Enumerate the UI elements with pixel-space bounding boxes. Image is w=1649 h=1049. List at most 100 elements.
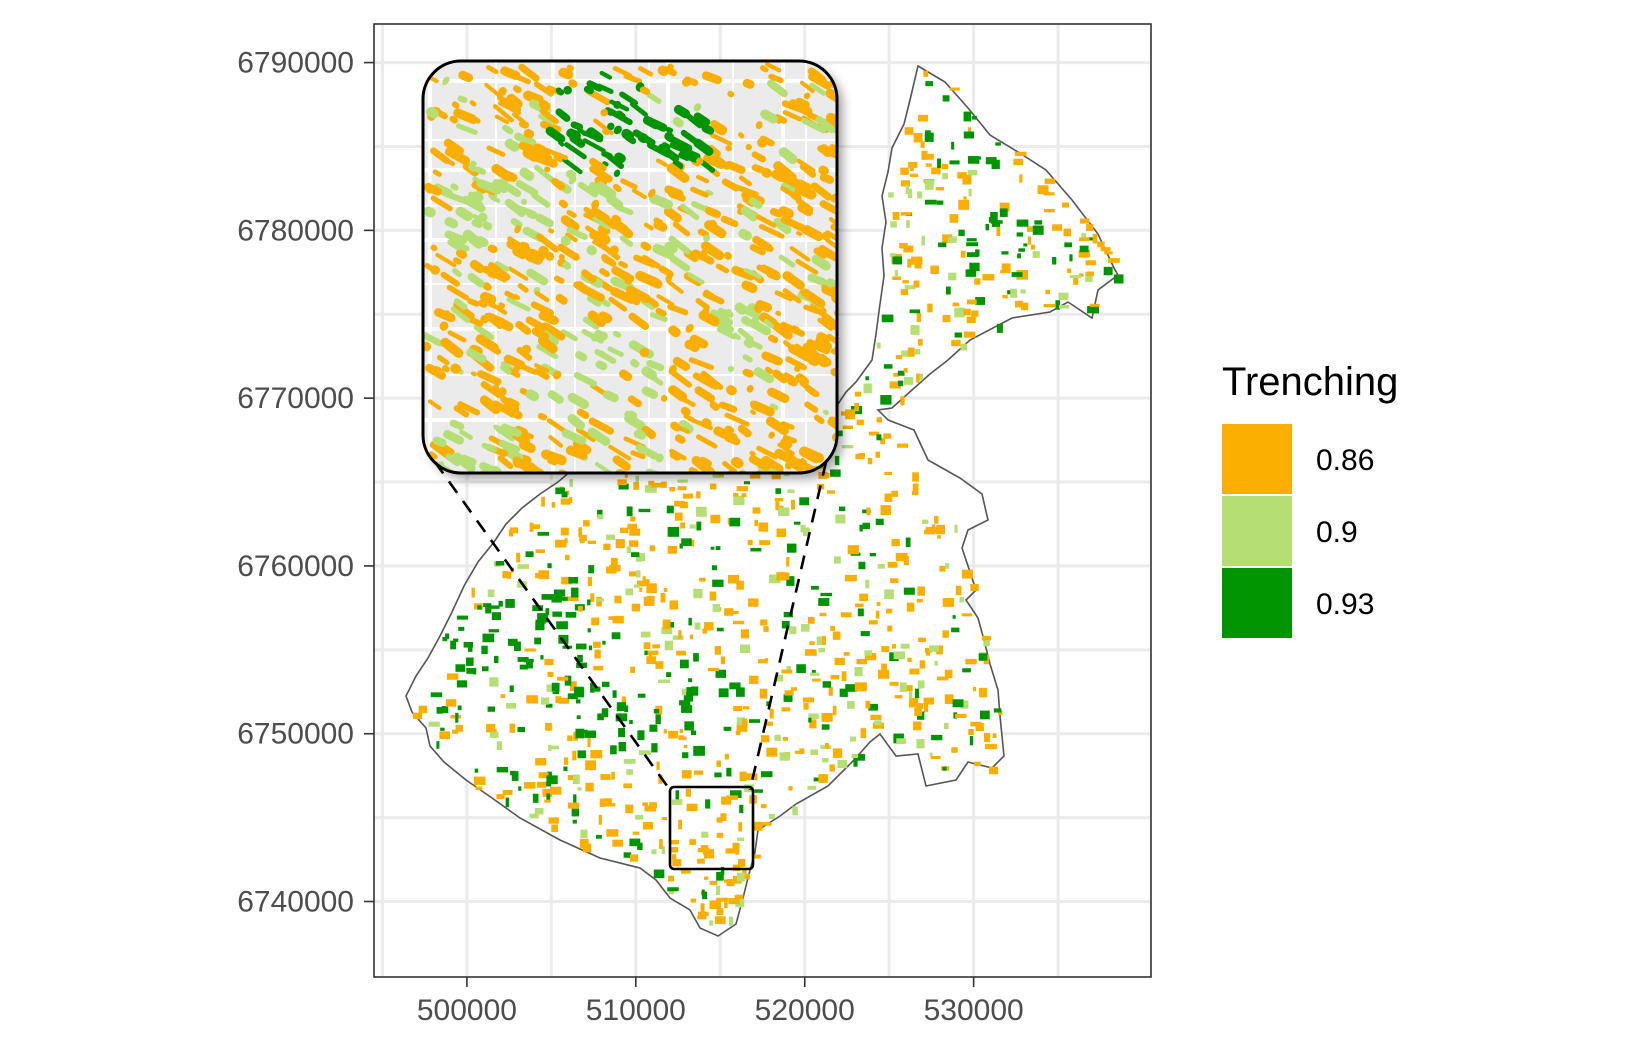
trenching-cell [989, 766, 999, 775]
inset-trenching-cell [755, 121, 763, 129]
inset-trenching-cell [587, 310, 607, 328]
trenching-cell [748, 598, 759, 607]
trenching-cell [651, 849, 657, 855]
inset-trenching-cell [674, 434, 686, 444]
x-axis: 500000 510000 520000 530000 [417, 977, 1024, 1027]
trenching-cell [913, 721, 922, 731]
trenching-cell [612, 615, 624, 624]
trenching-cell [900, 180, 911, 187]
trenching-cell [907, 258, 912, 268]
trenching-cell [968, 728, 974, 736]
trenching-cell [859, 593, 869, 602]
trenching-cell [944, 694, 954, 704]
trenching-cell [913, 280, 920, 288]
trenching-cell [693, 653, 699, 662]
inset-trenching-cell [526, 268, 549, 286]
inset-trenching-cell [577, 181, 599, 198]
trenching-cell [455, 712, 459, 723]
inset-trenching-cell [564, 142, 587, 160]
trenching-cell [502, 571, 509, 579]
inset-trenching-cell [746, 384, 754, 393]
trenching-cell [597, 514, 604, 520]
trenching-cell [865, 376, 869, 381]
trenching-cell [854, 391, 862, 397]
inset-trenching-cell [696, 157, 704, 165]
trenching-cell [952, 615, 956, 619]
trenching-cell [969, 736, 974, 746]
trenching-cell [577, 654, 583, 663]
trenching-cell [542, 788, 553, 797]
trenching-cell [864, 650, 873, 656]
trenching-cell [525, 551, 534, 558]
trenching-cell [904, 285, 916, 290]
trenching-cell [697, 858, 705, 864]
trenching-cell [791, 499, 796, 510]
trenching-cell [812, 678, 821, 682]
trenching-cell [1001, 251, 1009, 255]
trenching-cell [931, 734, 943, 741]
inset-trenching-cell [558, 67, 574, 80]
inset-trenching-cell [470, 371, 477, 377]
inset-trenching-cell [756, 445, 779, 460]
trenching-cell [807, 785, 817, 790]
inset-trenching-cell [663, 206, 682, 223]
trenching-cell [954, 307, 965, 318]
trenching-cell [676, 650, 687, 656]
inset-trenching-cell [647, 188, 656, 198]
trenching-cell [858, 561, 866, 570]
inset-trenching-cell [773, 372, 782, 380]
trenching-cell [855, 603, 864, 608]
inset-trenching-cell [450, 183, 459, 191]
trenching-cell [899, 682, 907, 692]
trenching-cell [716, 832, 724, 838]
inset-trenching-cell [733, 184, 759, 197]
trenching-cell [558, 697, 570, 704]
inset-trenching-cell [803, 92, 811, 100]
x-tick-label: 510000 [586, 994, 686, 1027]
trenching-cell [709, 591, 717, 601]
inset-trenching-cell [758, 224, 785, 239]
trenching-cell [681, 869, 691, 874]
trenching-cell [662, 619, 671, 630]
trenching-cell [911, 490, 919, 496]
inset-trenching-cell [515, 74, 531, 85]
inset-trenching-cell [443, 430, 464, 445]
trenching-cell [914, 262, 922, 269]
trenching-cell [847, 701, 855, 709]
trenching-cell [552, 611, 562, 617]
inset-trenching-cell [778, 147, 798, 165]
trenching-cell [818, 648, 826, 653]
trenching-cell [724, 753, 729, 760]
inset-trenching-cell [760, 109, 778, 124]
inset-trenching-cell [648, 297, 659, 308]
trenching-cell [572, 774, 580, 785]
trenching-cell [572, 819, 577, 824]
inset-trenching-cell [738, 228, 752, 241]
trenching-cell [892, 211, 900, 220]
trenching-cell [875, 610, 880, 619]
trenching-cell [453, 638, 459, 642]
trenching-cell [649, 802, 658, 809]
trenching-cell [1069, 254, 1073, 262]
inset-trenching-cell [794, 343, 813, 358]
trenching-cell [1078, 250, 1090, 258]
trenching-cell [651, 743, 658, 753]
inset-trenching-cell [751, 164, 766, 174]
inset-trenching-cell [619, 91, 639, 106]
inset-trenching-cell [482, 282, 492, 291]
trenching-cell [517, 726, 526, 733]
inset-trenching-cell [450, 363, 462, 374]
inset-trenching-cell [741, 316, 752, 326]
trenching-cell [1030, 244, 1035, 250]
inset-trenching-cell [716, 327, 737, 340]
trenching-cell [1017, 253, 1021, 259]
trenching-cell [668, 847, 679, 853]
inset-trenching-cell [780, 421, 795, 430]
inset-trenching-cell [637, 271, 663, 289]
trenching-cell [1087, 306, 1100, 314]
inset-trenching-cell [512, 456, 536, 473]
trenching-cell [563, 757, 569, 765]
trenching-cell [918, 637, 927, 642]
inset-trenching-cell [607, 108, 633, 126]
trenching-cell [880, 437, 886, 445]
